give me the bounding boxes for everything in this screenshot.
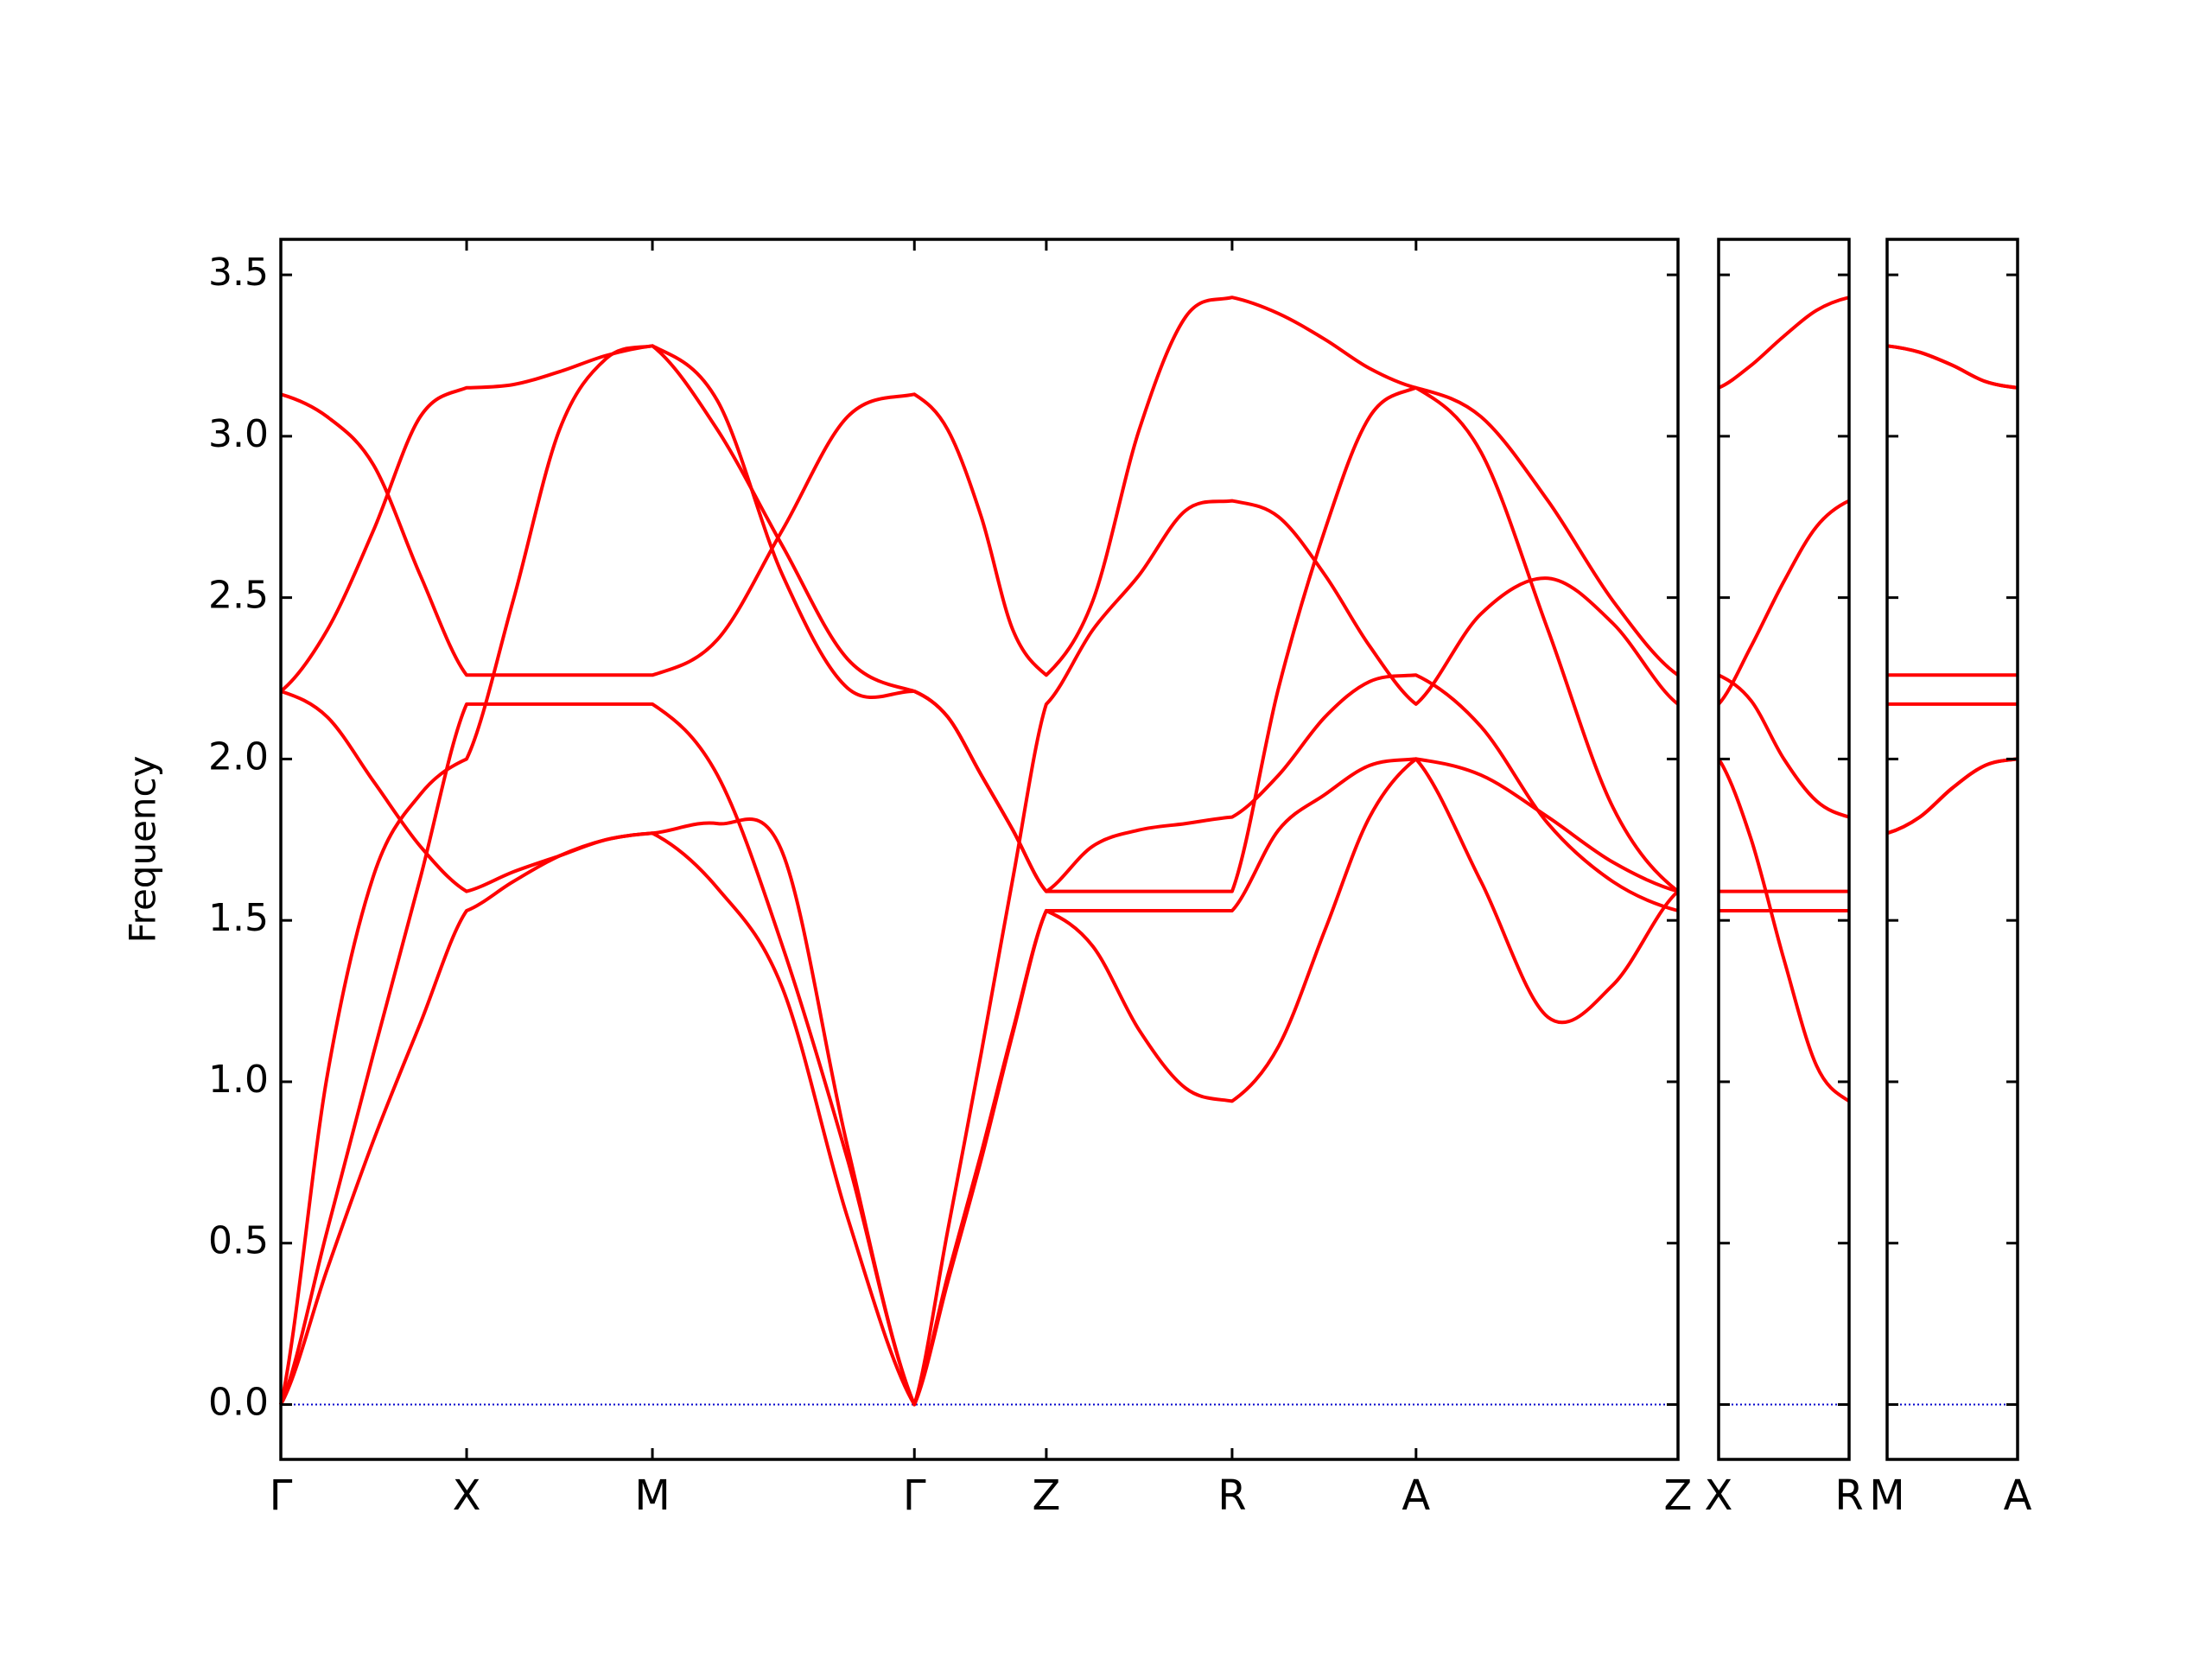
axes-frame (1717, 238, 1851, 1461)
band-line (1886, 757, 2018, 836)
x-tick-label: R (1217, 1471, 1246, 1520)
y-tick-label: 3.5 (208, 251, 269, 295)
y-tick-label: 1.5 (208, 896, 269, 940)
band-line (1718, 296, 1850, 390)
band-line (280, 690, 1680, 1407)
x-tick-label: M (1869, 1471, 1904, 1520)
x-tick-label: R (1834, 1471, 1863, 1520)
band-line (1718, 673, 1850, 819)
y-tick-label: 0.5 (208, 1219, 269, 1263)
x-tick-label: Z (1032, 1471, 1060, 1520)
band-line (1886, 344, 2018, 390)
axes-frame (279, 238, 1680, 1461)
x-tick-label: X (453, 1471, 481, 1520)
band-line (1717, 499, 1850, 706)
x-tick-label: M (634, 1471, 670, 1520)
band-line (280, 296, 1680, 677)
y-tick-label: 2.0 (208, 734, 269, 779)
band-line (1717, 758, 1851, 1103)
band-line (279, 344, 1680, 1405)
x-tick-label: Γ (270, 1471, 293, 1520)
x-tick-label: A (1402, 1471, 1430, 1520)
band-line (279, 499, 1680, 1407)
x-tick-label: A (2004, 1471, 2032, 1520)
band-line (1886, 757, 2018, 836)
y-tick-label: 1.0 (208, 1058, 269, 1102)
band-line (279, 757, 1679, 1407)
y-axis-label: Frequency (122, 756, 164, 944)
y-tick-label: 3.0 (208, 412, 269, 456)
y-tick-label: 2.5 (208, 574, 269, 618)
x-tick-label: X (1705, 1471, 1733, 1520)
axes-frame (1885, 238, 2019, 1461)
x-tick-label: Γ (903, 1471, 926, 1520)
x-tick-label: Z (1664, 1471, 1693, 1520)
y-tick-label: 0.0 (208, 1380, 269, 1424)
